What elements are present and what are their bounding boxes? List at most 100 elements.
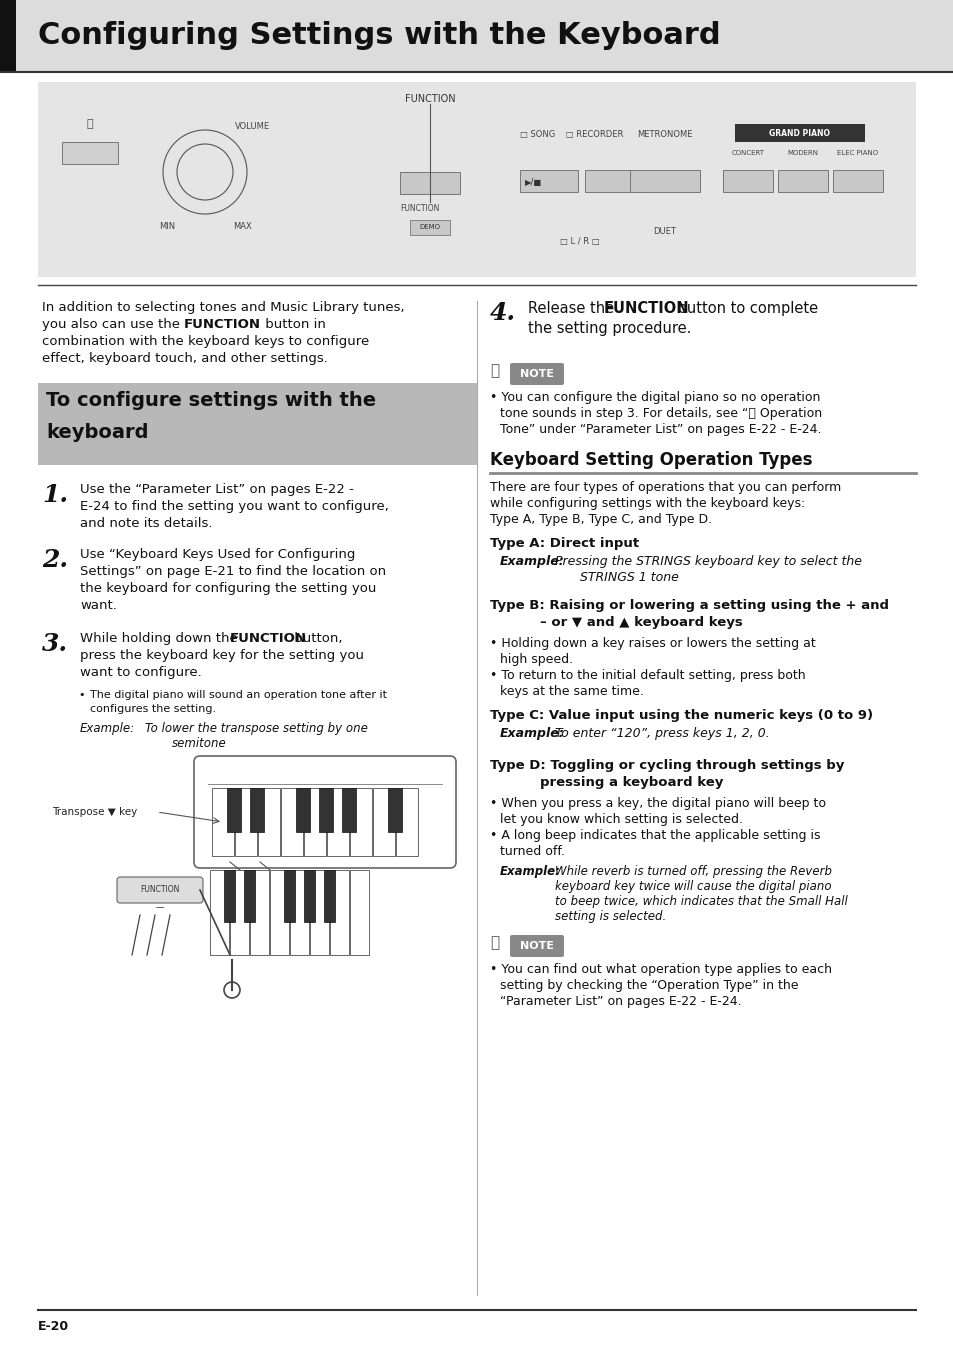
Text: • You can find out what operation type applies to each: • You can find out what operation type a… — [490, 963, 831, 976]
Text: • You can configure the digital piano so no operation: • You can configure the digital piano so… — [490, 392, 820, 404]
FancyBboxPatch shape — [117, 878, 203, 903]
Bar — [230, 869, 249, 954]
FancyBboxPatch shape — [510, 363, 563, 385]
Text: button in: button in — [261, 319, 326, 331]
Text: To lower the transpose setting by one: To lower the transpose setting by one — [145, 722, 368, 734]
Bar — [310, 869, 329, 954]
Text: Example:: Example: — [499, 555, 564, 568]
Bar — [519, 170, 578, 192]
Bar — [210, 869, 229, 954]
Text: CONCERT: CONCERT — [731, 150, 763, 157]
Text: configures the setting.: configures the setting. — [90, 703, 216, 714]
Text: Type B: Raising or lowering a setting using the + and: Type B: Raising or lowering a setting us… — [490, 599, 888, 612]
Bar — [270, 869, 289, 954]
Bar — [324, 869, 335, 922]
Text: STRINGS 1 tone: STRINGS 1 tone — [579, 571, 679, 585]
Text: 1.: 1. — [42, 483, 68, 508]
Bar — [234, 788, 256, 856]
Text: Example:: Example: — [499, 728, 564, 740]
Text: •: • — [78, 690, 85, 701]
Text: high speed.: high speed. — [499, 653, 573, 666]
Bar — [734, 124, 864, 142]
FancyBboxPatch shape — [510, 936, 563, 957]
Text: MAX: MAX — [233, 221, 253, 231]
Text: • Holding down a key raises or lowers the setting at: • Holding down a key raises or lowers th… — [490, 637, 815, 649]
Text: tone sounds in step 3. For details, see “ⓘ Operation: tone sounds in step 3. For details, see … — [499, 406, 821, 420]
Text: turned off.: turned off. — [499, 845, 564, 859]
Text: want to configure.: want to configure. — [80, 666, 201, 679]
Bar — [778, 170, 827, 192]
Bar — [350, 869, 369, 954]
Text: Release the: Release the — [527, 301, 618, 316]
Bar — [722, 170, 772, 192]
Text: ▶/■: ▶/■ — [524, 177, 541, 186]
Text: NOTE: NOTE — [519, 369, 554, 379]
Text: button to complete: button to complete — [672, 301, 818, 316]
Text: E-24 to find the setting you want to configure,: E-24 to find the setting you want to con… — [80, 500, 389, 513]
Bar — [250, 869, 269, 954]
Text: press the keyboard key for the setting you: press the keyboard key for the setting y… — [80, 649, 364, 662]
Text: pressing a keyboard key: pressing a keyboard key — [539, 776, 722, 788]
Text: ⏻: ⏻ — [87, 119, 93, 130]
Text: • When you press a key, the digital piano will beep to: • When you press a key, the digital pian… — [490, 796, 825, 810]
Bar — [388, 788, 401, 832]
Text: Use “Keyboard Keys Used for Configuring: Use “Keyboard Keys Used for Configuring — [80, 548, 355, 562]
Text: DEMO: DEMO — [419, 224, 440, 230]
Text: To enter “120”, press keys 1, 2, 0.: To enter “120”, press keys 1, 2, 0. — [555, 728, 769, 740]
Text: you also can use the: you also can use the — [42, 319, 184, 331]
Text: setting by checking the “Operation Type” in the: setting by checking the “Operation Type”… — [499, 979, 798, 992]
Text: Type A: Direct input: Type A: Direct input — [490, 537, 639, 549]
Text: FUNCTION: FUNCTION — [140, 886, 179, 895]
Text: FUNCTION: FUNCTION — [230, 632, 307, 645]
Text: keyboard key twice will cause the digital piano: keyboard key twice will cause the digita… — [555, 880, 831, 892]
Text: FUNCTION: FUNCTION — [184, 319, 261, 331]
FancyBboxPatch shape — [193, 756, 456, 868]
Text: The digital piano will sound an operation tone after it: The digital piano will sound an operatio… — [90, 690, 387, 701]
Text: the setting procedure.: the setting procedure. — [527, 321, 691, 336]
Text: and note its details.: and note its details. — [80, 517, 213, 531]
Text: • To return to the initial default setting, press both: • To return to the initial default setti… — [490, 670, 804, 682]
Bar — [410, 220, 450, 235]
Text: Type C: Value input using the numeric keys (0 to 9): Type C: Value input using the numeric ke… — [490, 709, 872, 722]
Bar — [341, 788, 355, 832]
Bar — [399, 171, 459, 194]
Bar — [395, 788, 417, 856]
Text: “Parameter List” on pages E-22 - E-24.: “Parameter List” on pages E-22 - E-24. — [499, 995, 740, 1008]
Bar — [227, 788, 241, 832]
Bar — [224, 869, 234, 922]
Text: Example:: Example: — [499, 865, 560, 878]
Bar — [295, 788, 310, 832]
Text: Example:: Example: — [80, 722, 135, 734]
Text: button,: button, — [290, 632, 342, 645]
Text: let you know which setting is selected.: let you know which setting is selected. — [499, 813, 742, 826]
Text: FUNCTION: FUNCTION — [404, 95, 455, 104]
Bar — [62, 142, 118, 163]
Bar — [281, 788, 303, 856]
Bar — [244, 869, 254, 922]
Text: MODERN: MODERN — [786, 150, 818, 157]
Text: the keyboard for configuring the setting you: the keyboard for configuring the setting… — [80, 582, 376, 595]
Text: While reverb is turned off, pressing the Reverb: While reverb is turned off, pressing the… — [555, 865, 831, 878]
Bar — [212, 788, 233, 856]
Bar — [0, 0, 953, 72]
Text: Keyboard Setting Operation Types: Keyboard Setting Operation Types — [490, 451, 812, 468]
Text: Type D: Toggling or cycling through settings by: Type D: Toggling or cycling through sett… — [490, 759, 843, 772]
Bar — [0, 0, 16, 72]
Text: effect, keyboard touch, and other settings.: effect, keyboard touch, and other settin… — [42, 352, 328, 365]
Text: To configure settings with the: To configure settings with the — [46, 392, 375, 410]
Text: keys at the same time.: keys at the same time. — [499, 684, 643, 698]
Text: FUNCTION: FUNCTION — [399, 204, 439, 213]
Bar — [284, 869, 294, 922]
Text: Pressing the STRINGS keyboard key to select the: Pressing the STRINGS keyboard key to sel… — [555, 555, 862, 568]
Bar — [257, 788, 280, 856]
Text: METRONOME: METRONOME — [637, 130, 692, 139]
Bar — [304, 869, 314, 922]
Text: want.: want. — [80, 599, 117, 612]
Text: 3.: 3. — [42, 632, 68, 656]
Bar — [318, 788, 333, 832]
Text: combination with the keyboard keys to configure: combination with the keyboard keys to co… — [42, 335, 369, 348]
Bar — [290, 869, 309, 954]
Text: Settings” on page E-21 to find the location on: Settings” on page E-21 to find the locat… — [80, 566, 386, 578]
Bar — [304, 788, 326, 856]
Text: keyboard: keyboard — [46, 423, 149, 441]
